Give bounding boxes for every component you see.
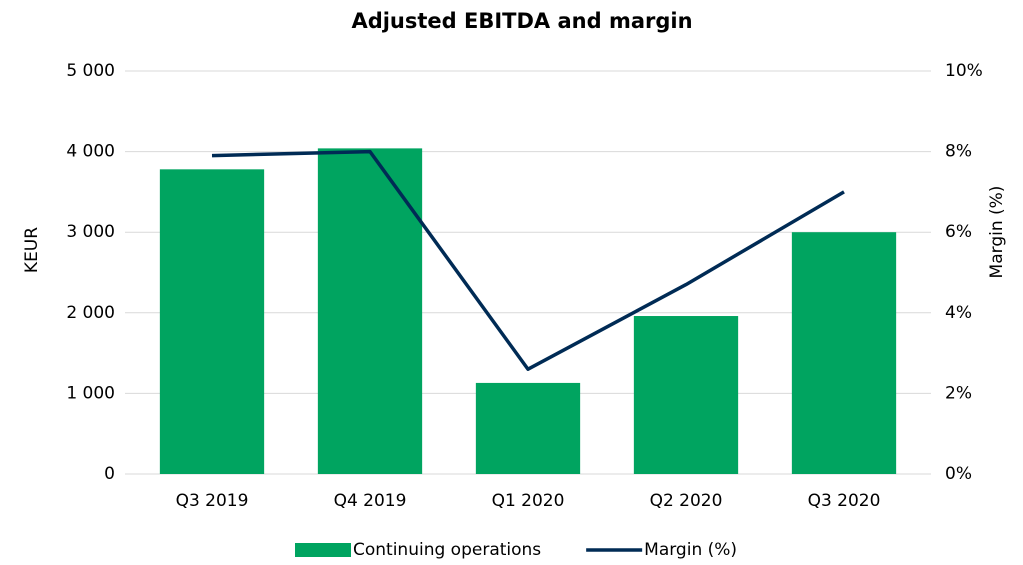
y2-axis-label: Margin (%) xyxy=(987,186,1007,279)
y2-tick-label: 0% xyxy=(945,464,972,484)
x-tick-label: Q3 2019 xyxy=(176,491,249,511)
y2-tick-label: 10% xyxy=(945,61,983,81)
bar xyxy=(159,169,265,474)
bar xyxy=(317,148,423,474)
legend-swatch xyxy=(295,543,351,557)
bar xyxy=(633,316,739,474)
y-axis-label: KEUR xyxy=(22,227,42,273)
legend-label: Continuing operations xyxy=(353,540,541,560)
y2-tick-label: 6% xyxy=(945,222,972,242)
x-tick-label: Q4 2019 xyxy=(334,491,407,511)
x-tick-label: Q2 2020 xyxy=(650,491,723,511)
y-tick-label: 3 000 xyxy=(66,222,115,242)
x-tick-label: Q3 2020 xyxy=(808,491,881,511)
y2-tick-label: 2% xyxy=(945,383,972,403)
line xyxy=(211,149,845,371)
x-tick-label: Q1 2020 xyxy=(492,491,565,511)
y-tick-label: 5 000 xyxy=(66,61,115,81)
legend-label: Margin (%) xyxy=(644,540,737,560)
y-tick-label: 0 xyxy=(104,464,115,484)
y-tick-label: 4 000 xyxy=(66,142,115,162)
y-tick-label: 2 000 xyxy=(66,303,115,323)
y-tick-label: 1 000 xyxy=(66,383,115,403)
y2-tick-label: 4% xyxy=(945,303,972,323)
y2-tick-label: 8% xyxy=(945,142,972,162)
bar xyxy=(475,382,581,474)
bar xyxy=(791,232,897,474)
chart-title: Adjusted EBITDA and margin xyxy=(351,9,692,33)
